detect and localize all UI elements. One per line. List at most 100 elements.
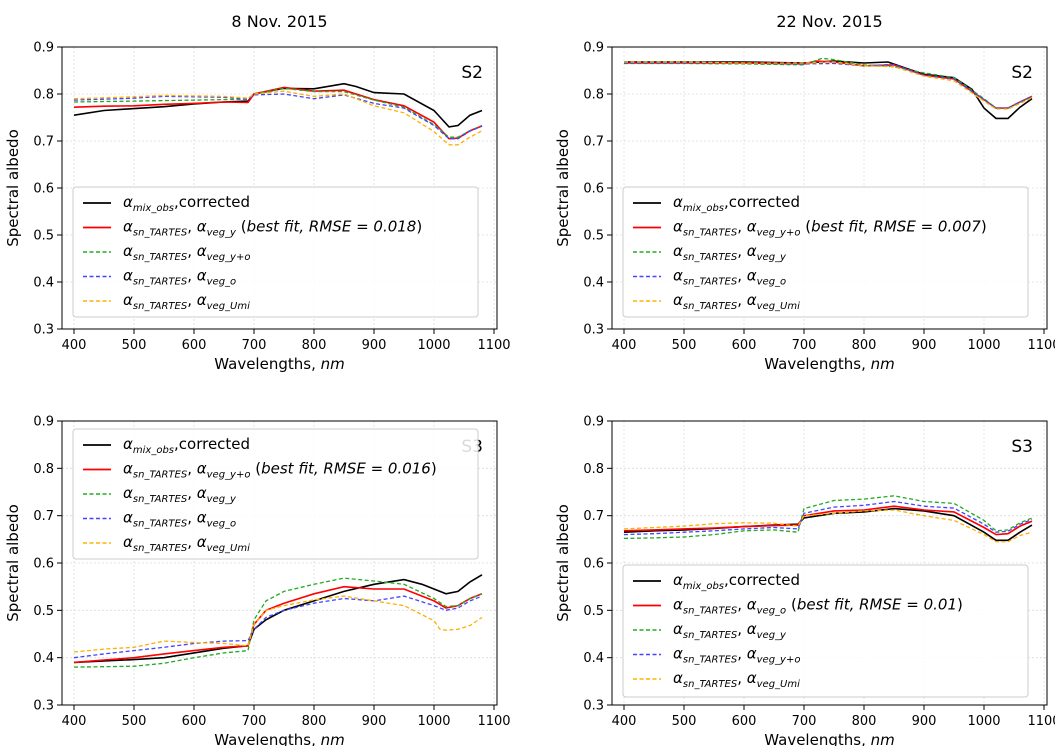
x-tick-label: 700 [242,338,267,353]
legend: αmix_obs​,corrected αsn_TARTES​, αveg_o​ … [622,564,1029,698]
legend-box [622,186,1029,318]
legend-label: αmix_obs​,corrected [123,193,250,214]
x-tick-label: 700 [242,714,267,729]
x-tick-label: 900 [912,338,937,353]
y-tick-label: 0.3 [583,699,604,714]
x-tick-label: 800 [302,714,327,729]
site-label: S2 [461,63,483,83]
legend-box [72,186,479,318]
y-tick-label: 0.8 [33,462,54,477]
x-tick-label: 500 [672,338,697,353]
legend-label: αsn_TARTES​, αveg_y​ [123,484,237,505]
x-tick-label: 700 [792,338,817,353]
legend-label: αsn_TARTES​, αveg_y​ [673,620,787,641]
y-axis-label: Spectral albedo [4,504,22,622]
y-axis-label: Spectral albedo [554,129,572,247]
series-line-3 [73,87,483,138]
x-tick-label: 1000 [417,338,450,353]
x-tick-label: 600 [182,714,207,729]
x-tick-label: 400 [612,338,637,353]
legend-label: αmix_obs​,corrected [673,571,800,592]
y-tick-label: 0.6 [33,182,54,197]
x-axis-label: Wavelengths, nm [214,731,344,746]
series-line-4 [623,500,1033,536]
chart-panel-1: 400 500 600 700 800 900 1000 1100 0.3 0.4 0.5 0.6 0.… [4,12,511,373]
x-tick-label: 600 [732,714,757,729]
y-tick-label: 0.7 [33,509,54,524]
x-tick-label: 800 [302,338,327,353]
x-tick-label: 1000 [417,714,450,729]
legend-label: αsn_TARTES​, αveg_y+o​ (best fit, RMSE =… [123,460,437,481]
series-line-5 [624,61,1033,110]
y-tick-label: 0.4 [583,651,604,666]
legend-label: αsn_TARTES​, αveg_Umi​ [673,669,800,690]
series-line-1 [73,82,483,128]
x-tick-label: 400 [62,338,87,353]
y-tick-label: 0.9 [583,415,604,430]
y-tick-label: 0.7 [583,509,604,524]
series-line-1 [73,574,483,664]
series-line-4 [73,595,483,659]
legend-label: αsn_TARTES​, αveg_Umi​ [123,291,250,312]
y-tick-label: 0.6 [583,182,604,197]
y-tick-label: 0.3 [583,323,604,338]
series-line-5 [73,595,483,653]
x-tick-label: 600 [732,338,757,353]
x-tick-label: 600 [182,338,207,353]
site-label: S2 [1011,63,1033,83]
y-tick-label: 0.6 [33,557,54,572]
series-line-2 [624,60,1033,109]
y-tick-label: 0.3 [33,323,54,338]
x-axis-label: Wavelengths, nm [764,355,894,373]
y-tick-label: 0.5 [583,604,604,619]
x-tick-label: 500 [122,714,147,729]
chart-title: 8 Nov. 2015 [231,12,327,31]
y-tick-label: 0.4 [33,651,54,666]
legend-label: αsn_TARTES​, αveg_Umi​ [673,291,800,312]
legend-label: αsn_TARTES​, αveg_y+o​ [673,645,800,666]
y-tick-label: 0.5 [33,229,54,244]
series-line-5 [73,90,483,146]
y-tick-label: 0.6 [583,557,604,572]
x-tick-label: 500 [672,714,697,729]
y-tick-label: 0.4 [33,276,54,291]
x-tick-label: 900 [362,338,387,353]
legend-label: αsn_TARTES​, αveg_o​ [123,267,236,288]
chart-panel-3: 400 500 600 700 800 900 1000 1100 0.3 0.4 0.5 0.6 0.… [4,415,511,746]
legend-label: αsn_TARTES​, αveg_y+o​ [123,242,250,263]
x-tick-label: 1100 [1027,714,1055,729]
chart-panel-2: 400 500 600 700 800 900 1000 1100 0.3 0.4 0.5 0.6 0.… [554,12,1055,373]
series-line-2 [623,505,1033,536]
site-label: S3 [1011,437,1033,457]
y-tick-label: 0.9 [33,415,54,430]
y-tick-label: 0.5 [33,604,54,619]
series-line-4 [624,62,1033,109]
y-tick-label: 0.4 [583,276,604,291]
y-tick-label: 0.8 [583,88,604,103]
legend-label: αsn_TARTES​, αveg_o​ (best fit, RMSE = 0… [673,596,963,617]
y-tick-label: 0.8 [33,88,54,103]
y-tick-label: 0.7 [583,135,604,150]
legend: αmix_obs​,corrected αsn_TARTES​, αveg_y+o… [72,428,479,560]
y-tick-label: 0.9 [583,41,604,56]
series-line-3 [624,57,1033,109]
x-tick-label: 1100 [1027,338,1055,353]
legend-label: αmix_obs​,corrected [673,193,800,214]
series-line-5 [623,509,1033,543]
y-tick-label: 0.9 [33,41,54,56]
series-line-3 [73,577,483,668]
y-tick-label: 0.8 [583,462,604,477]
chart-panel-4: 400 500 600 700 800 900 1000 1100 0.3 0.4 0.5 0.6 0.… [554,415,1055,746]
series-line-2 [73,86,483,140]
x-tick-label: 1000 [967,338,1000,353]
legend-label: αsn_TARTES​, αveg_y+o​ (best fit, RMSE =… [673,218,987,239]
y-tick-label: 0.7 [33,135,54,150]
x-tick-label: 1100 [477,714,510,729]
x-tick-label: 400 [62,714,87,729]
legend-label: αsn_TARTES​, αveg_y​ [673,242,787,263]
x-tick-label: 700 [792,714,817,729]
legend-label: αmix_obs​,corrected [123,435,250,456]
y-tick-label: 0.3 [33,699,54,714]
legend-label: αsn_TARTES​, αveg_o​ [123,509,236,530]
